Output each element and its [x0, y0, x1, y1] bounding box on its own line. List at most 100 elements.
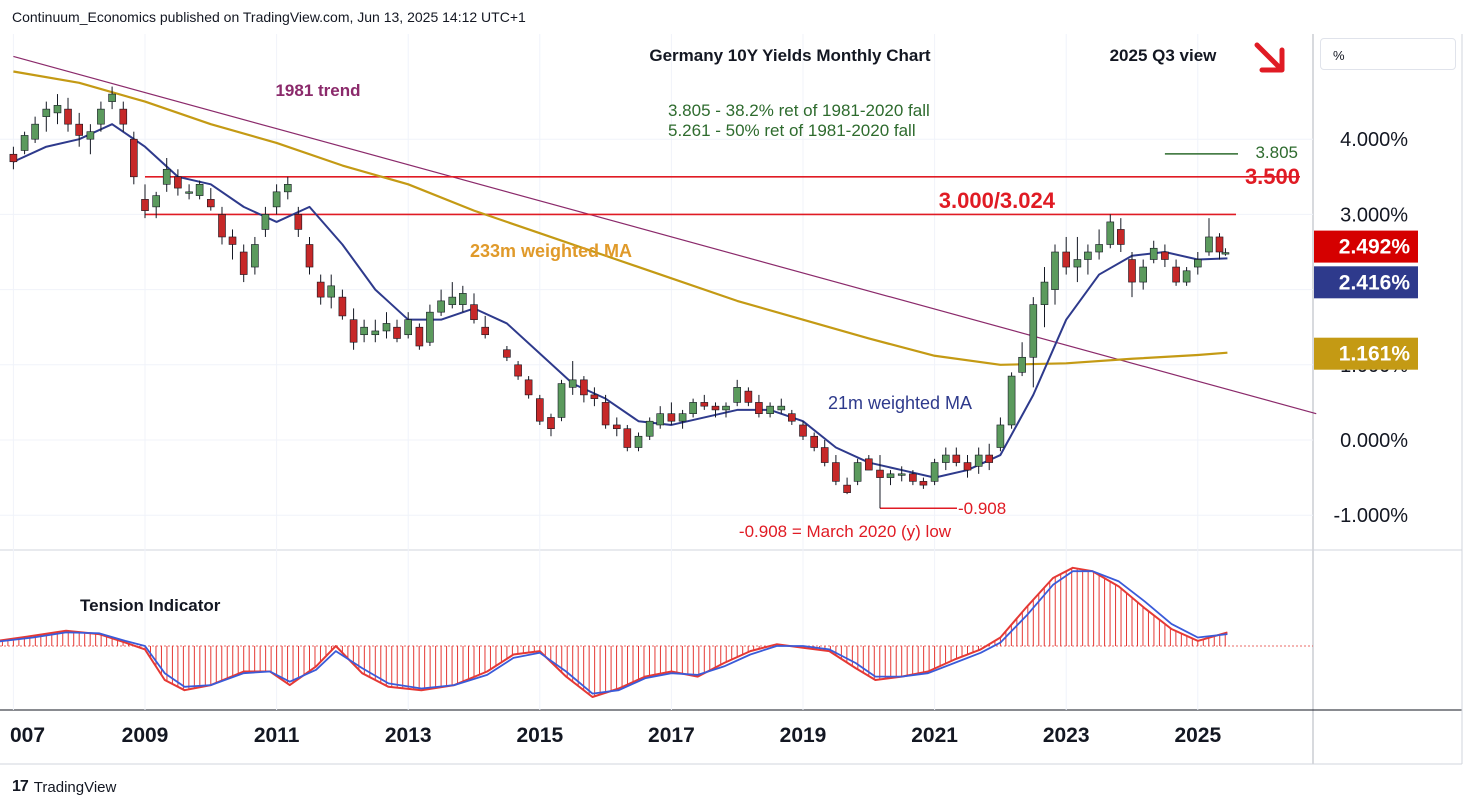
candle-body — [634, 435, 643, 448]
time-tick-label: 2021 — [911, 724, 958, 747]
candle-body — [864, 458, 873, 471]
candle-body — [108, 93, 116, 102]
candle-body — [305, 244, 314, 268]
candle-body — [162, 168, 171, 185]
candle-body — [31, 123, 39, 140]
candle-body — [952, 454, 961, 463]
tension-layer — [0, 566, 1313, 698]
candle-body — [733, 387, 742, 403]
candle-body — [667, 413, 676, 422]
candle-body — [130, 138, 138, 178]
candle-body — [832, 462, 840, 482]
candle-body — [338, 296, 347, 317]
candle-body — [371, 330, 380, 336]
candles-layer — [9, 86, 1230, 509]
candle-body — [360, 326, 368, 336]
candle-body — [1205, 236, 1213, 253]
candle-body — [568, 379, 577, 388]
candle-body — [1117, 229, 1125, 245]
candle-body — [1149, 247, 1158, 260]
candle-body — [974, 454, 983, 467]
candle-body — [393, 326, 401, 339]
candle-body — [327, 285, 336, 298]
low-level-label: -0.908 — [958, 499, 1006, 518]
candle-body — [799, 424, 807, 437]
level-3500-label: 3.500 — [1245, 164, 1300, 189]
candle-body — [448, 296, 457, 305]
candle-body — [547, 417, 555, 430]
candle-body — [1095, 244, 1103, 253]
candle-body — [1106, 221, 1115, 245]
trend-label: 1981 trend — [275, 81, 360, 100]
candle-body — [415, 326, 424, 347]
price-tick-label: 0.000% — [1340, 430, 1408, 452]
candle-body — [1128, 259, 1136, 283]
candle-body — [853, 462, 862, 482]
candle-body — [174, 176, 182, 189]
candle-body — [503, 349, 511, 358]
candle-body — [1084, 251, 1092, 260]
candle-body — [426, 311, 434, 343]
candle-body — [514, 364, 522, 377]
candle-body — [251, 244, 259, 268]
candle-body — [1215, 236, 1224, 253]
candle-body — [601, 402, 610, 426]
candle-body — [437, 300, 445, 313]
candle-body — [195, 184, 204, 196]
candle-body — [700, 402, 709, 407]
candle-body — [294, 214, 303, 230]
candle-body — [909, 473, 917, 482]
footer-brand[interactable]: 17 TradingView — [12, 778, 116, 796]
candle-body — [590, 394, 599, 399]
arrow-down-right-icon — [1254, 42, 1285, 73]
price-badge-label: 2.492% — [1339, 236, 1411, 259]
candle-body — [820, 447, 829, 463]
candle-body — [1182, 270, 1191, 283]
chart-subtitle: 2025 Q3 view — [1110, 46, 1218, 65]
candle-body — [524, 379, 533, 396]
candle-body — [86, 131, 95, 140]
candle-body — [876, 469, 884, 478]
tension-line — [0, 566, 1228, 698]
candle-body — [349, 319, 358, 343]
candle-body — [580, 379, 588, 396]
candle-body — [64, 108, 72, 125]
candle-body — [985, 454, 994, 463]
price-badge-label: 1.161% — [1339, 343, 1411, 366]
candle-body — [1018, 356, 1026, 373]
candle-body — [678, 413, 687, 422]
ma21-label: 21m weighted MA — [828, 393, 972, 413]
chart-title: Germany 10Y Yields Monthly Chart — [649, 46, 931, 65]
candle-body — [788, 413, 796, 422]
time-tick-label: 2011 — [254, 724, 300, 747]
candle-body — [645, 420, 654, 437]
candle-body — [963, 462, 972, 471]
candle-body — [141, 199, 149, 211]
candle-body — [1062, 251, 1070, 268]
candle-body — [261, 214, 270, 230]
ma233-label: 233m weighted MA — [470, 241, 632, 261]
retracement-label-1: 3.805 - 38.2% ret of 1981-2020 fall — [668, 101, 930, 120]
candle-body — [481, 326, 489, 336]
candle-body — [382, 323, 391, 332]
scale-mode-box[interactable]: % — [1320, 38, 1456, 70]
candle-body — [711, 405, 720, 411]
time-tick-label: 2015 — [516, 724, 563, 747]
candle-body — [1051, 251, 1059, 290]
ma233-layer — [13, 70, 1228, 366]
candle-body — [185, 191, 193, 194]
trend-line-layer — [13, 55, 1317, 415]
retracement-label-2: 5.261 - 50% ret of 1981-2020 fall — [668, 121, 916, 140]
candle-body — [557, 383, 566, 418]
price-badge-label: 2.416% — [1339, 271, 1411, 294]
price-badges: 2.492% 2.416% 1.161% — [1314, 230, 1418, 370]
price-tick-label: 4.000% — [1340, 129, 1408, 151]
time-tick-label: 2019 — [780, 724, 827, 747]
level-3000-label: 3.000/3.024 — [939, 188, 1056, 213]
time-tick-label: 2023 — [1043, 724, 1090, 747]
candle-body — [272, 191, 281, 208]
candle-body — [1007, 375, 1016, 426]
time-tick-label: 2017 — [648, 724, 695, 747]
candle-body — [810, 435, 818, 448]
